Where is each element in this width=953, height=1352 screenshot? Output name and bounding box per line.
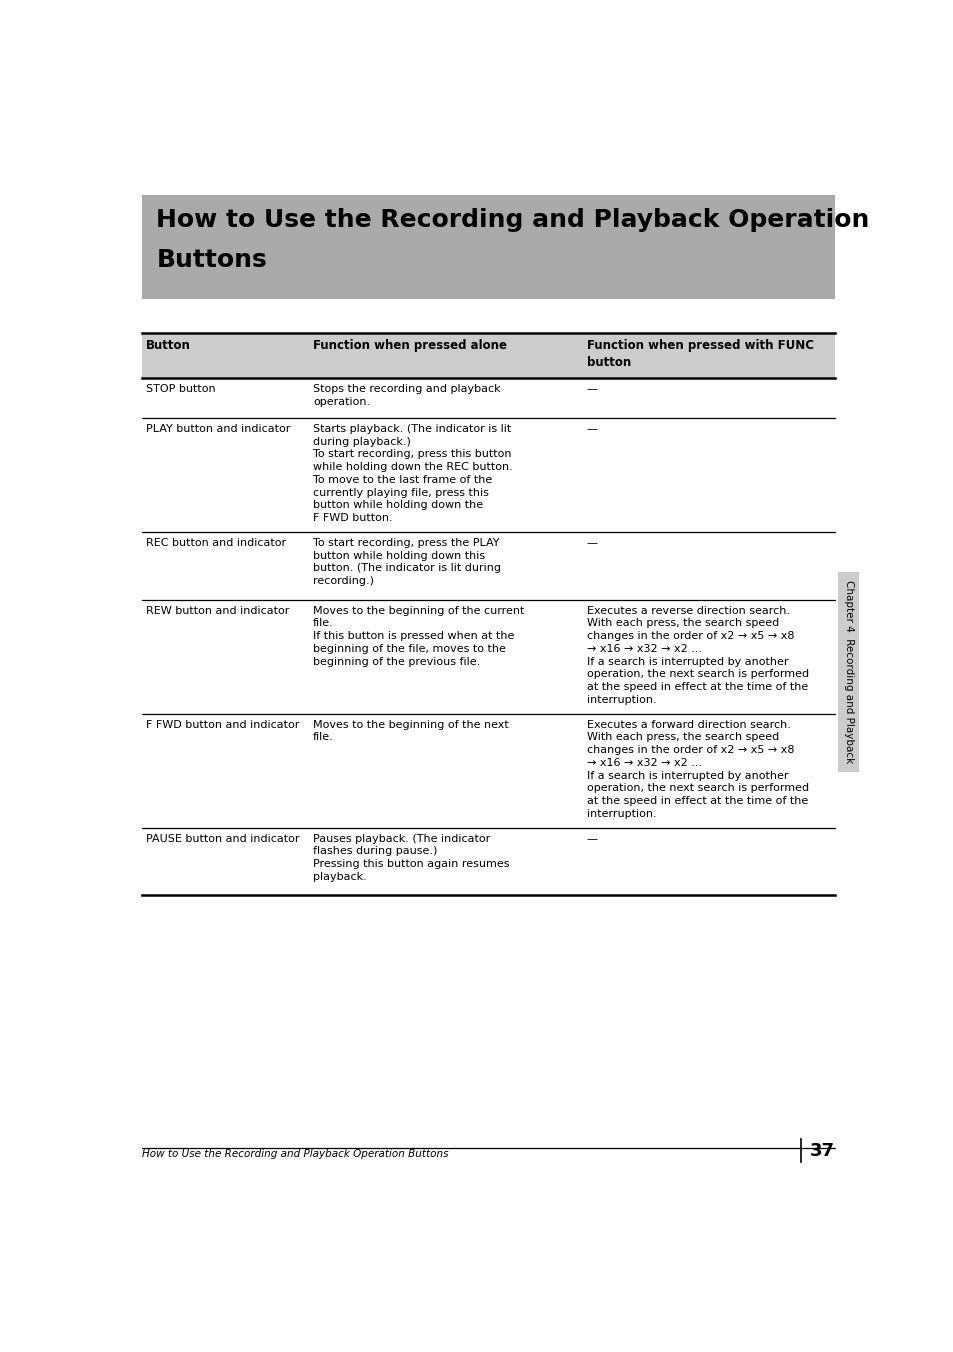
Text: at the speed in effect at the time of the: at the speed in effect at the time of th… xyxy=(586,681,807,692)
Text: button while holding down this: button while holding down this xyxy=(313,550,485,561)
Text: button: button xyxy=(586,357,630,369)
Text: 37: 37 xyxy=(809,1142,834,1160)
Text: Buttons: Buttons xyxy=(156,249,267,273)
Text: F FWD button and indicator: F FWD button and indicator xyxy=(146,719,299,730)
Text: How to Use the Recording and Playback Operation Buttons: How to Use the Recording and Playback Op… xyxy=(142,1149,449,1159)
Text: operation.: operation. xyxy=(313,396,370,407)
Text: Button: Button xyxy=(146,339,191,353)
Text: If this button is pressed when at the: If this button is pressed when at the xyxy=(313,631,514,641)
Text: PAUSE button and indicator: PAUSE button and indicator xyxy=(146,834,299,844)
Text: REC button and indicator: REC button and indicator xyxy=(146,538,286,548)
Text: Executes a forward direction search.: Executes a forward direction search. xyxy=(586,719,790,730)
Text: button. (The indicator is lit during: button. (The indicator is lit during xyxy=(313,564,500,573)
Text: Function when pressed with FUNC: Function when pressed with FUNC xyxy=(586,339,813,353)
Text: Chapter 4  Recording and Playback: Chapter 4 Recording and Playback xyxy=(842,580,853,764)
Text: REW button and indicator: REW button and indicator xyxy=(146,606,290,615)
Text: Stops the recording and playback: Stops the recording and playback xyxy=(313,384,500,393)
Text: Pauses playback. (The indicator: Pauses playback. (The indicator xyxy=(313,834,490,844)
Text: To start recording, press this button: To start recording, press this button xyxy=(313,449,511,460)
Text: —: — xyxy=(586,538,598,548)
Text: during playback.): during playback.) xyxy=(313,437,411,446)
Text: recording.): recording.) xyxy=(313,576,374,587)
Text: flashes during pause.): flashes during pause.) xyxy=(313,846,436,856)
Text: file.: file. xyxy=(313,618,334,629)
Text: file.: file. xyxy=(313,733,334,742)
Text: If a search is interrupted by another: If a search is interrupted by another xyxy=(586,771,787,780)
Text: beginning of the previous file.: beginning of the previous file. xyxy=(313,657,479,667)
Text: With each press, the search speed: With each press, the search speed xyxy=(586,618,778,629)
Text: while holding down the REC button.: while holding down the REC button. xyxy=(313,462,512,472)
Bar xyxy=(838,572,858,772)
Bar xyxy=(142,333,835,377)
Text: interruption.: interruption. xyxy=(586,695,656,704)
Text: Pressing this button again resumes: Pressing this button again resumes xyxy=(313,859,509,869)
Text: changes in the order of x2 → x5 → x8: changes in the order of x2 → x5 → x8 xyxy=(586,631,793,641)
Text: F FWD button.: F FWD button. xyxy=(313,512,393,523)
Text: button while holding down the: button while holding down the xyxy=(313,500,482,510)
Text: To move to the last frame of the: To move to the last frame of the xyxy=(313,475,492,485)
Text: Starts playback. (The indicator is lit: Starts playback. (The indicator is lit xyxy=(313,425,511,434)
Text: operation, the next search is performed: operation, the next search is performed xyxy=(586,669,808,679)
Text: at the speed in effect at the time of the: at the speed in effect at the time of th… xyxy=(586,796,807,806)
Text: STOP button: STOP button xyxy=(146,384,215,393)
Text: interruption.: interruption. xyxy=(586,808,656,819)
Text: playback.: playback. xyxy=(313,872,366,882)
Bar xyxy=(142,195,835,299)
Text: Moves to the beginning of the next: Moves to the beginning of the next xyxy=(313,719,508,730)
Text: changes in the order of x2 → x5 → x8: changes in the order of x2 → x5 → x8 xyxy=(586,745,793,756)
Text: currently playing file, press this: currently playing file, press this xyxy=(313,488,488,498)
Text: Moves to the beginning of the current: Moves to the beginning of the current xyxy=(313,606,524,615)
Text: —: — xyxy=(586,384,598,393)
Text: If a search is interrupted by another: If a search is interrupted by another xyxy=(586,657,787,667)
Text: Function when pressed alone: Function when pressed alone xyxy=(313,339,506,353)
Text: Executes a reverse direction search.: Executes a reverse direction search. xyxy=(586,606,789,615)
Text: → x16 → x32 → x2 ...: → x16 → x32 → x2 ... xyxy=(586,644,701,654)
Text: PLAY button and indicator: PLAY button and indicator xyxy=(146,425,291,434)
Text: —: — xyxy=(586,425,598,434)
Text: operation, the next search is performed: operation, the next search is performed xyxy=(586,783,808,794)
Text: beginning of the file, moves to the: beginning of the file, moves to the xyxy=(313,644,505,654)
Text: With each press, the search speed: With each press, the search speed xyxy=(586,733,778,742)
Text: → x16 → x32 → x2 ...: → x16 → x32 → x2 ... xyxy=(586,758,701,768)
Text: How to Use the Recording and Playback Operation: How to Use the Recording and Playback Op… xyxy=(156,208,869,233)
Text: —: — xyxy=(586,834,598,844)
Text: To start recording, press the PLAY: To start recording, press the PLAY xyxy=(313,538,499,548)
